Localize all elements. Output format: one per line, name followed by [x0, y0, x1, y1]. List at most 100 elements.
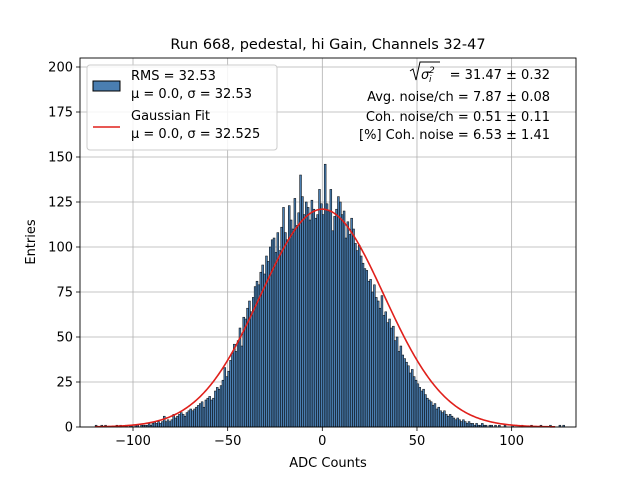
- histogram-bar: [157, 421, 160, 428]
- x-tick-label: −50: [214, 434, 241, 449]
- y-tick-label: 125: [48, 196, 73, 211]
- histogram-bar: [212, 397, 215, 428]
- histogram-bar: [414, 379, 418, 428]
- histogram-bar: [407, 365, 410, 428]
- histogram-bar: [448, 414, 452, 428]
- histogram-bar: [240, 345, 244, 428]
- legend-entry-2-line-2: μ = 0.0, σ = 32.525: [131, 127, 260, 142]
- x-tick-label: 0: [318, 434, 326, 449]
- histogram-bar: [361, 262, 365, 428]
- histogram-bar: [280, 226, 283, 428]
- histogram-bar: [405, 361, 408, 428]
- histogram-bar: [312, 208, 315, 428]
- histogram-bar: [274, 252, 278, 428]
- histogram-bar: [392, 325, 395, 428]
- histogram-bar: [305, 201, 308, 428]
- coh-noise-percent-annotation: [%] Coh. noise = 6.53 ± 1.41: [359, 128, 550, 143]
- histogram-bar: [208, 396, 211, 428]
- histogram-bar: [399, 345, 403, 428]
- sigma-sqrt-symbol: σ 2 i: [409, 61, 440, 85]
- histogram-bar: [339, 201, 342, 428]
- histogram-bar: [301, 196, 304, 428]
- histogram-bar: [458, 419, 461, 428]
- legend-entry-1-line-1: RMS = 32.53: [131, 69, 216, 84]
- histogram-bar: [219, 385, 223, 428]
- histogram-bar: [193, 408, 196, 428]
- histogram-bar: [342, 210, 346, 428]
- y-tick-label: 75: [56, 286, 73, 301]
- histogram-bar: [390, 327, 393, 428]
- histogram-bar: [168, 421, 172, 428]
- histogram-bar: [289, 219, 293, 428]
- histogram-bar: [346, 221, 350, 428]
- histogram-bar: [386, 322, 389, 428]
- histogram-bar: [376, 300, 380, 428]
- histogram-bar: [469, 423, 473, 428]
- histogram-bar: [197, 405, 200, 428]
- histogram-bar: [354, 243, 357, 428]
- histogram-bar: [297, 212, 300, 428]
- histogram-bar: [441, 412, 444, 428]
- histogram-bar: [331, 230, 334, 428]
- histogram-bar: [242, 316, 245, 428]
- histogram-bar: [151, 423, 155, 428]
- y-tick-label: 175: [48, 106, 73, 121]
- histogram-bar: [428, 399, 431, 428]
- histogram-bar: [233, 343, 236, 428]
- legend-bar-swatch: [92, 80, 121, 92]
- histogram-bar: [437, 406, 440, 428]
- histogram-bar: [267, 261, 270, 428]
- histogram-bar: [174, 417, 177, 428]
- histogram-bar: [163, 415, 166, 428]
- histogram-bar: [229, 360, 232, 428]
- histogram-bar: [236, 340, 240, 428]
- histogram-bar: [183, 415, 187, 428]
- histogram-bar: [299, 174, 302, 428]
- histogram-bar: [181, 414, 185, 428]
- histogram-bar: [411, 369, 414, 428]
- histogram-bar: [191, 410, 194, 428]
- histogram-bar: [344, 237, 348, 428]
- histogram-bar: [401, 354, 404, 428]
- histogram-bar: [416, 383, 420, 428]
- histogram-bar: [318, 189, 321, 428]
- histogram-bar: [384, 311, 387, 428]
- histogram-bar: [306, 207, 310, 428]
- x-tick-label: −100: [115, 434, 151, 449]
- coh-noise-annotation: Coh. noise/ch = 0.51 ± 0.11: [366, 110, 550, 125]
- histogram-bar: [310, 199, 314, 428]
- svg-text:σ: σ: [421, 68, 430, 83]
- histogram-bar: [433, 403, 437, 428]
- histogram-bar: [206, 397, 209, 428]
- histogram-bar: [420, 390, 423, 428]
- histogram-bar: [252, 297, 255, 428]
- histogram-bar: [375, 297, 378, 428]
- y-axis-ticks: 0 25 50 75 100 125 150 175 200: [48, 61, 80, 436]
- histogram-bar: [464, 421, 467, 428]
- histogram-bar: [412, 376, 416, 428]
- histogram-bar: [303, 214, 306, 428]
- histogram-bar: [244, 318, 247, 428]
- histogram-bar: [359, 255, 363, 428]
- histogram-bar: [180, 412, 183, 428]
- histogram-bar: [284, 232, 287, 428]
- y-axis-label: Entries: [24, 219, 39, 265]
- y-tick-label: 0: [65, 421, 73, 436]
- histogram-bar: [435, 408, 439, 428]
- histogram-bar: [352, 228, 355, 428]
- histogram-bar: [225, 376, 228, 428]
- legend: RMS = 32.53 μ = 0.0, σ = 32.53 Gaussian …: [86, 64, 278, 151]
- histogram-bar: [170, 419, 174, 428]
- histogram-bar: [204, 399, 208, 428]
- histogram-bar: [257, 284, 261, 428]
- histogram-bar: [358, 244, 361, 428]
- histogram-bar: [365, 270, 369, 428]
- legend-entry-2-line-1: Gaussian Fit: [131, 109, 210, 124]
- histogram-bar: [429, 401, 433, 428]
- histogram-bar: [397, 351, 401, 428]
- histogram-bar: [424, 394, 427, 428]
- histogram-bar: [403, 358, 406, 428]
- x-tick-label: 100: [499, 434, 524, 449]
- histogram-bar: [278, 250, 281, 428]
- histogram-bar: [189, 408, 192, 428]
